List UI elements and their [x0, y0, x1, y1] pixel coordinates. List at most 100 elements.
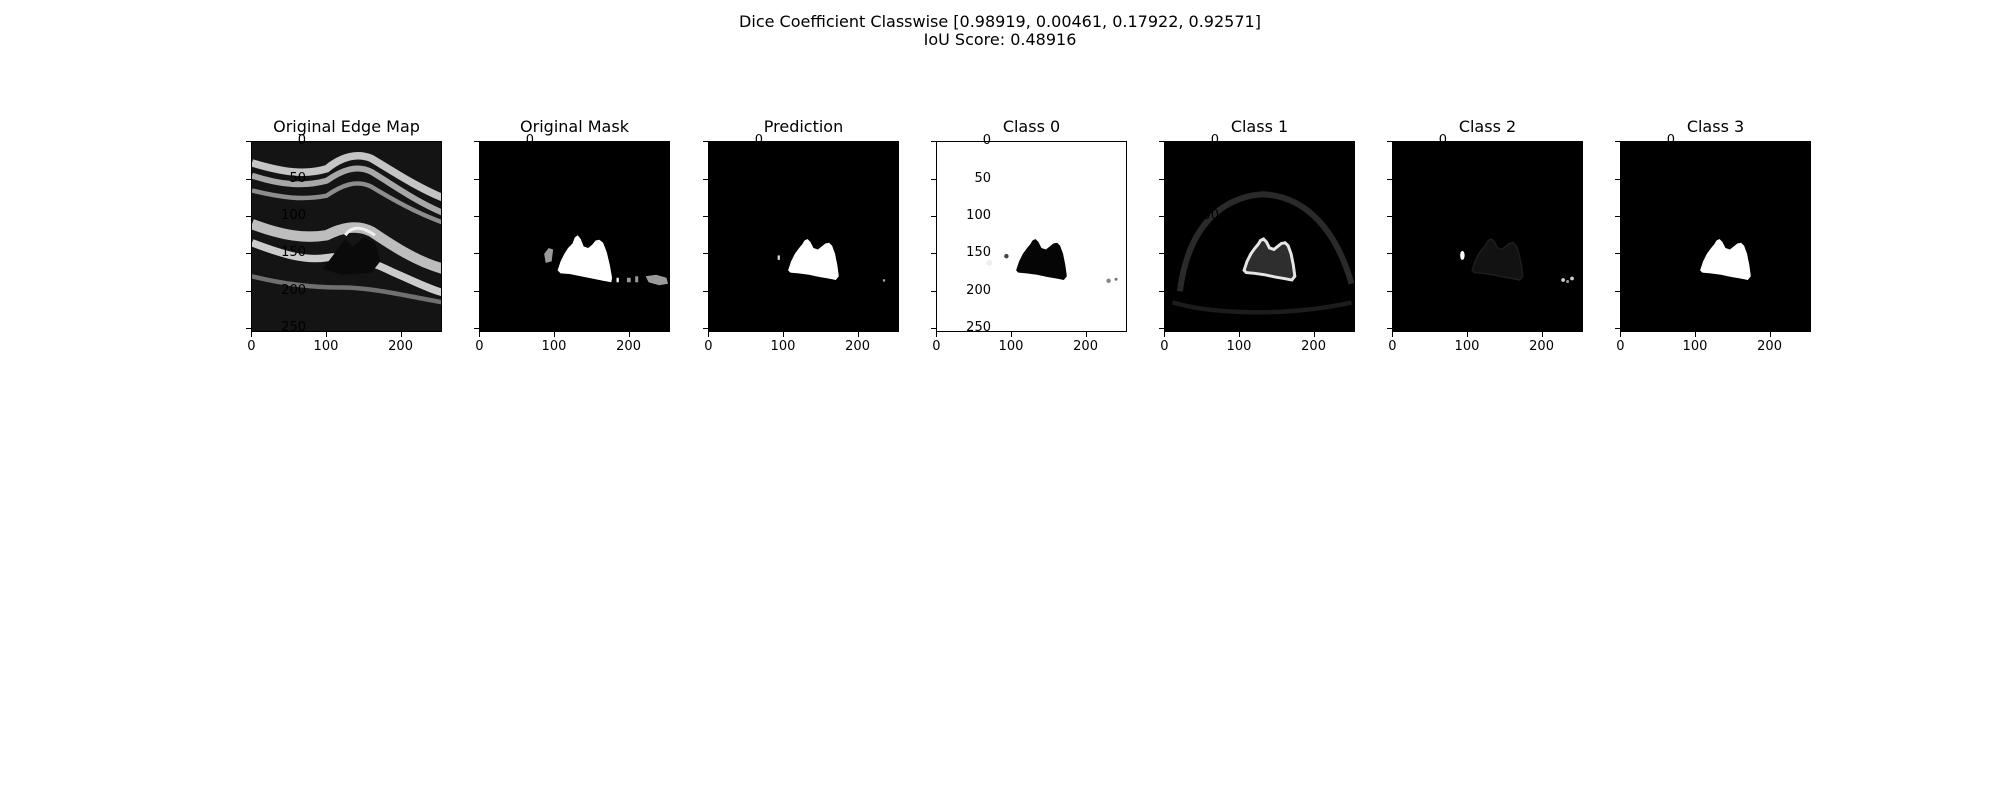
y-tick	[474, 253, 479, 255]
y-tick-label: 150	[738, 245, 763, 261]
y-tick	[1615, 141, 1620, 143]
panel-class-1: Class 1 0 50 100 150 200 250 0 100 200	[1159, 118, 1418, 354]
y-tick	[1387, 253, 1392, 255]
panel-title: Prediction	[763, 117, 844, 136]
image-background	[709, 142, 898, 331]
x-tick	[1010, 332, 1012, 337]
y-tick-label: 250	[1194, 319, 1219, 335]
y-tick-label: 0	[1438, 133, 1447, 149]
y-tick	[1387, 327, 1392, 329]
y-tick	[1387, 290, 1392, 292]
y-tick	[1159, 327, 1164, 329]
x-tick-label: 0	[475, 339, 484, 354]
y-tick	[474, 215, 479, 217]
image-axes	[936, 141, 1127, 332]
mask-gray-region	[544, 247, 554, 263]
y-tick-label: 200	[281, 282, 306, 298]
y-tick-label: 100	[738, 207, 763, 223]
x-tick	[1769, 332, 1771, 337]
y-tick-label: 50	[289, 170, 306, 186]
x-tick-label: 100	[998, 339, 1024, 354]
y-tick-label: 0	[525, 133, 534, 149]
y-tick	[474, 178, 479, 180]
x-tick-label: 100	[541, 339, 567, 354]
y-tick-label: 250	[509, 319, 534, 335]
y-tick	[1615, 290, 1620, 292]
image-original-edge-map	[252, 142, 441, 331]
y-tick	[703, 253, 708, 255]
x-tick	[251, 332, 253, 337]
panel-original-edge-map: Original Edge Map 0 50 100 150 200 250 0 100 200	[246, 118, 505, 354]
y-tick-label: 250	[738, 319, 763, 335]
x-tick	[1541, 332, 1543, 337]
y-tick	[246, 178, 251, 180]
y-tick	[246, 253, 251, 255]
y-tick-label: 150	[281, 245, 306, 261]
y-tick	[931, 253, 936, 255]
y-tick-label: 150	[1650, 245, 1675, 261]
x-tick	[1238, 332, 1240, 337]
x-tick-label: 200	[1301, 339, 1326, 354]
y-tick-label: 250	[1422, 319, 1447, 335]
y-tick	[931, 290, 936, 292]
y-tick-label: 100	[281, 207, 306, 223]
panel-prediction: Prediction 0 50 100 150 200 250 0 100 200	[703, 117, 962, 354]
x-tick	[1694, 332, 1696, 337]
y-tick	[1615, 253, 1620, 255]
image-original-mask	[480, 142, 669, 331]
x-tick-label: 200	[616, 339, 641, 354]
mask-gray-region	[626, 277, 631, 283]
class2-speck	[1460, 250, 1465, 260]
image-background	[937, 142, 1126, 331]
x-tick-label: 200	[1757, 339, 1782, 354]
y-tick	[1615, 327, 1620, 329]
x-tick-label: 100	[770, 339, 796, 354]
y-tick-label: 0	[982, 133, 991, 149]
dark-lesion	[322, 237, 381, 275]
mask-region	[557, 235, 613, 283]
x-tick	[1085, 332, 1087, 337]
image-prediction	[709, 142, 898, 331]
y-tick-label: 200	[738, 282, 763, 298]
y-tick	[931, 178, 936, 180]
y-tick	[931, 215, 936, 217]
y-tick-label: 100	[1422, 207, 1447, 223]
class0-speck	[1106, 278, 1111, 284]
y-tick	[703, 215, 708, 217]
x-tick-label: 0	[1616, 339, 1625, 354]
x-tick-label: 0	[247, 339, 256, 354]
image-axes	[1392, 141, 1583, 332]
y-tick-label: 200	[1650, 282, 1675, 298]
y-tick-label: 100	[966, 207, 991, 223]
panel-class-3: Class 3 0 50 100 150 200 250 0 100 200	[1615, 118, 1874, 354]
y-tick	[246, 327, 251, 329]
x-tick	[782, 332, 784, 337]
class0-speck	[1004, 253, 1009, 259]
prediction-region	[788, 238, 839, 281]
x-tick	[553, 332, 555, 337]
class1-outline	[1242, 237, 1297, 282]
panel-original-mask: Original Mask 0 50 100 150 200 250 0 100 200	[474, 118, 733, 354]
edge-band	[252, 165, 441, 216]
y-tick-label: 0	[1666, 133, 1675, 149]
image-class-2	[1393, 142, 1582, 331]
mask-speck	[616, 277, 619, 283]
image-class-3	[1621, 142, 1810, 331]
y-tick	[1615, 215, 1620, 217]
y-tick-label: 50	[974, 170, 991, 186]
y-tick-label: 250	[1650, 319, 1675, 335]
edge-band	[252, 219, 441, 274]
class0-speck	[1114, 277, 1118, 281]
image-background	[480, 142, 669, 331]
x-tick	[325, 332, 327, 337]
y-tick-label: 200	[509, 282, 534, 298]
y-tick-label: 50	[746, 170, 763, 186]
image-background	[1393, 142, 1582, 331]
class1-faint-arc	[1171, 300, 1353, 315]
y-tick	[246, 290, 251, 292]
x-tick	[400, 332, 402, 337]
y-tick-label: 0	[297, 133, 306, 149]
y-tick	[1387, 215, 1392, 217]
y-tick-label: 150	[966, 245, 991, 261]
y-tick	[1387, 178, 1392, 180]
